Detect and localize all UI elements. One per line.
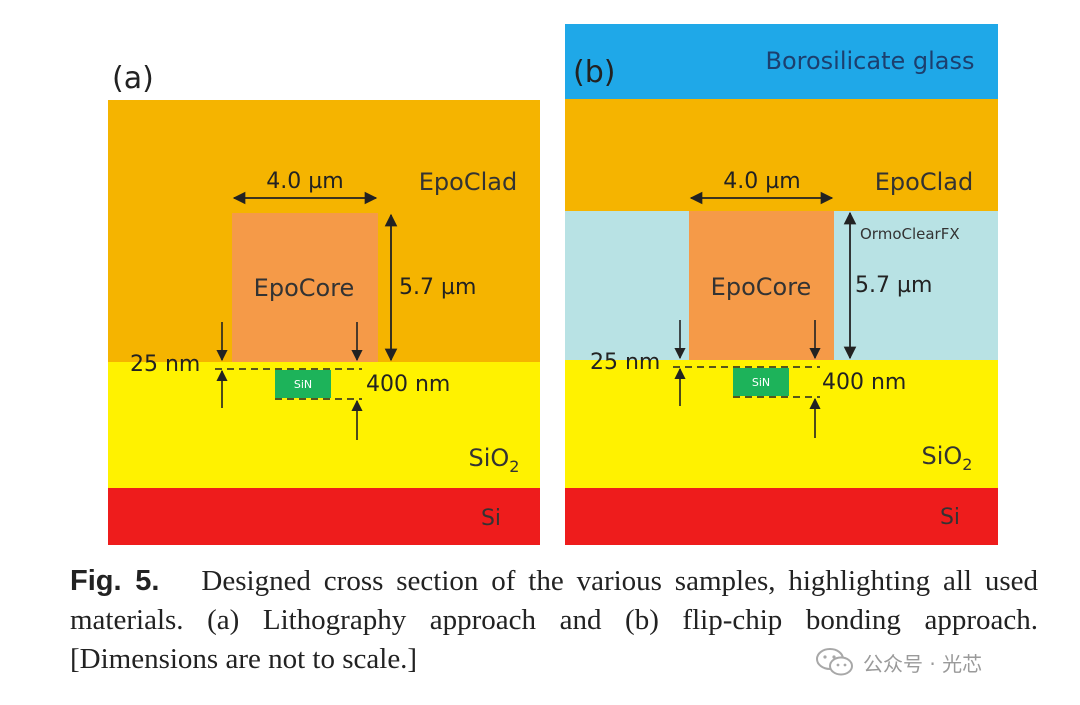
panel-b-si-layer <box>565 488 998 545</box>
figure-label: Fig. 5. <box>70 565 160 597</box>
panel-a-width-dim: 4.0 µm <box>266 169 343 194</box>
panel-a-epocore-label: EpoCore <box>254 274 355 302</box>
watermark-text: 公众号 · 光芯 <box>863 651 983 676</box>
panel-a-si-label: Si <box>481 506 501 531</box>
panel-a-sio2-label: SiO2 <box>469 444 520 476</box>
panel-b-label: (b) <box>573 55 615 90</box>
panel-a-sin-label: SiN <box>294 378 312 391</box>
panel-a-epoclad-label: EpoClad <box>419 168 517 196</box>
panel-b-ormoclear-label: OrmoClearFX <box>860 225 960 243</box>
panel-a-sio2-base: SiO <box>469 444 510 472</box>
panel-a-height-dim: 5.7 µm <box>399 275 476 300</box>
panel-a-label: (a) <box>112 61 154 96</box>
panel-a-epocore-block <box>232 213 378 362</box>
panel-a-sio2-sub: 2 <box>509 457 519 476</box>
caption-text: Designed cross section of the various sa… <box>70 565 1038 675</box>
panel-a-si-layer <box>108 488 540 545</box>
panel-b-glass-label: Borosilicate glass <box>765 47 974 75</box>
panel-a-gap-dim: 25 nm <box>130 352 200 377</box>
panel-b-sio2-label: SiO2 <box>922 442 973 474</box>
panel-b-glass-layer <box>565 24 998 99</box>
panel-a: (a) SiN EpoClad EpoCore 4.0 µm 5.7 µm 25… <box>108 61 540 545</box>
panel-b-thickness-dim: 400 nm <box>822 370 906 395</box>
panel-b: SiN (b) Borosilicate glass EpoClad OrmoC… <box>565 24 998 545</box>
wechat-icon <box>816 648 853 676</box>
panel-b-height-dim: 5.7 µm <box>855 273 932 298</box>
panel-b-epocore-label: EpoCore <box>711 273 812 301</box>
panel-b-width-dim: 4.0 µm <box>723 169 800 194</box>
watermark: 公众号 · 光芯 <box>815 645 982 679</box>
panel-b-sio2-sub: 2 <box>962 455 972 474</box>
panel-b-si-label: Si <box>940 505 960 530</box>
panel-b-sin-label: SiN <box>752 376 770 389</box>
panel-b-sio2-base: SiO <box>922 442 963 470</box>
figure-caption: Fig. 5. Designed cross section of the var… <box>70 562 1038 679</box>
cross-section-figure: (a) SiN EpoClad EpoCore 4.0 µm 5.7 µm 25… <box>108 24 998 545</box>
panel-b-sin-strip <box>733 368 789 396</box>
panel-b-epocore-block <box>689 211 834 360</box>
panel-a-sin-strip <box>275 370 331 398</box>
panel-a-thickness-dim: 400 nm <box>366 372 450 397</box>
panel-b-gap-dim: 25 nm <box>590 350 660 375</box>
panel-b-epoclad-label: EpoClad <box>875 168 973 196</box>
